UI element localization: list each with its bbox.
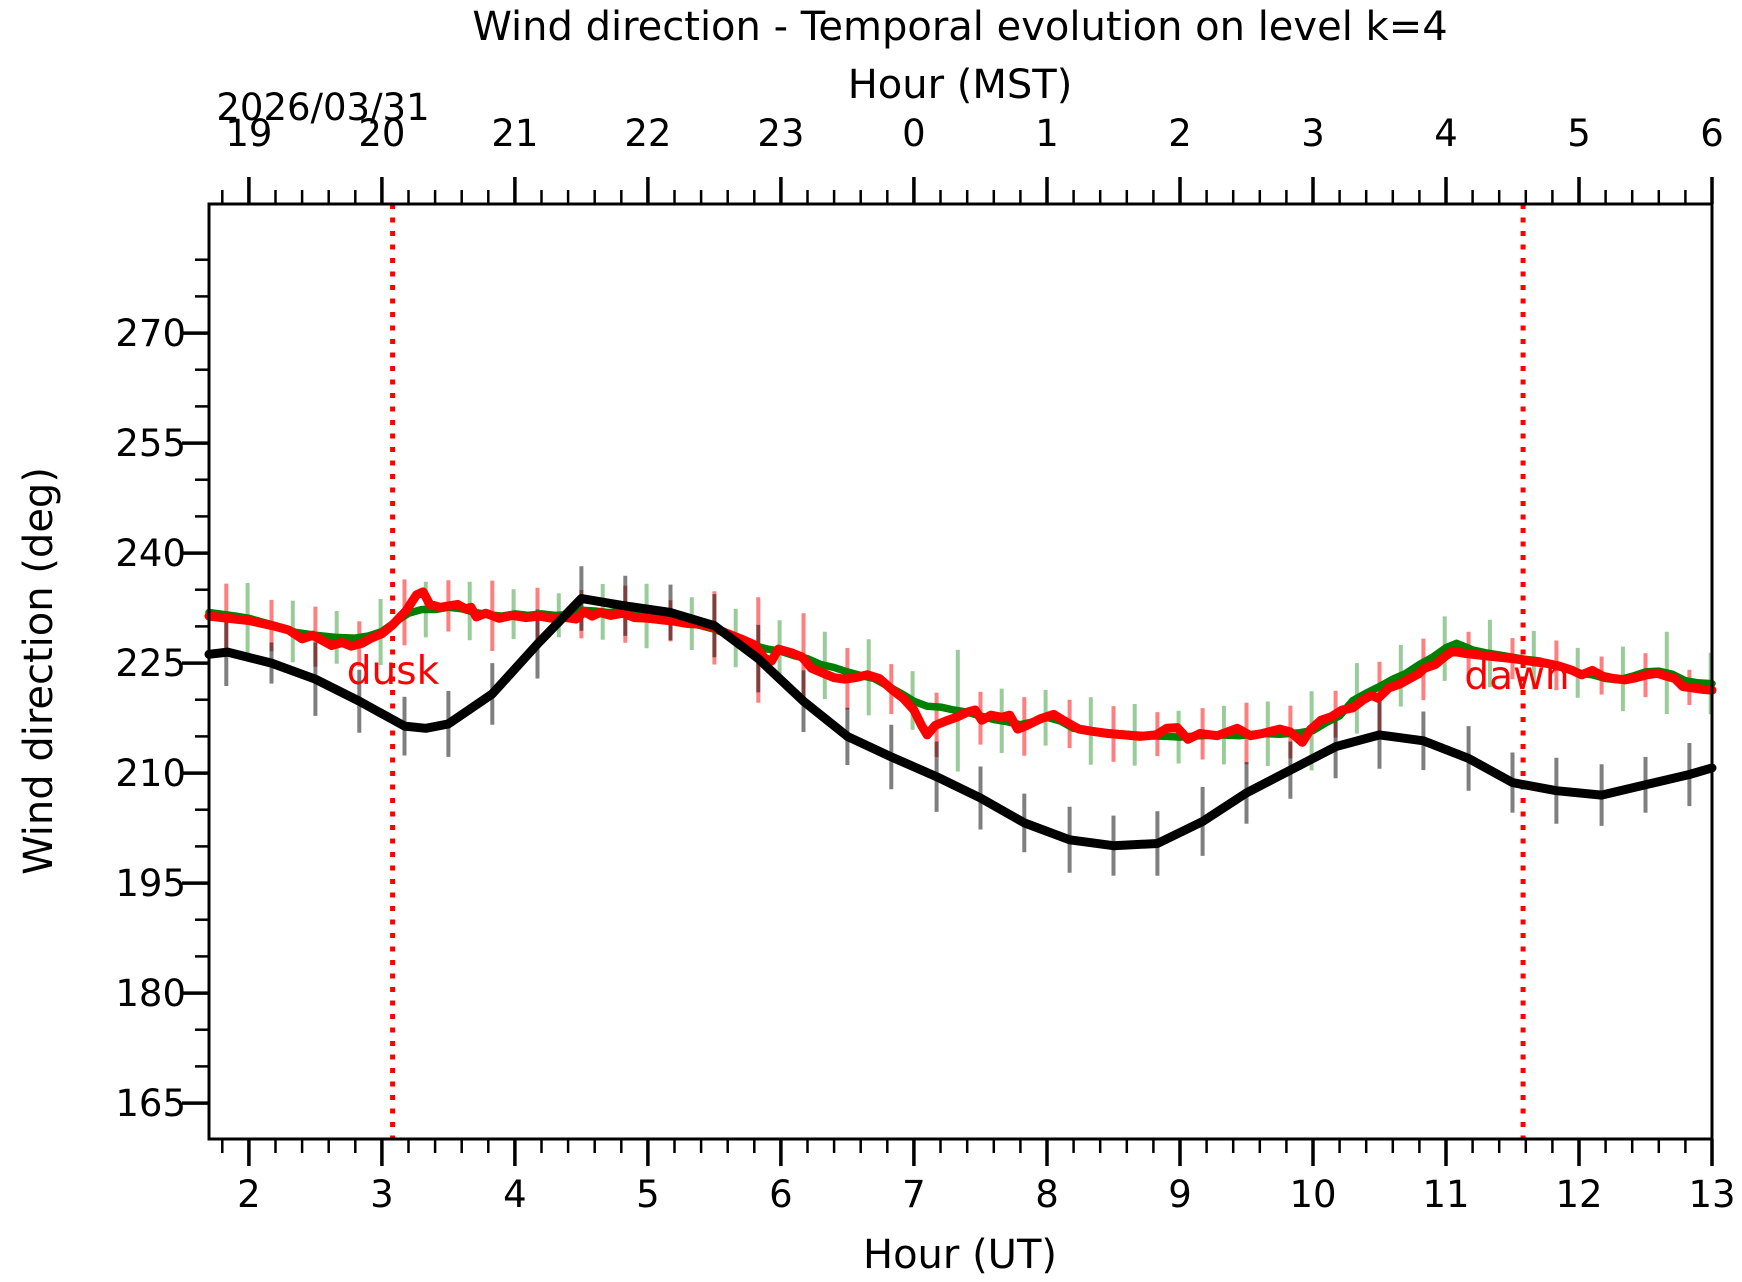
y-tick-label: 240 bbox=[115, 532, 186, 575]
x-tick-label-top: 4 bbox=[1434, 112, 1458, 155]
x-tick-label-top: 19 bbox=[225, 112, 272, 155]
x-tick-label-top: 23 bbox=[757, 112, 804, 155]
x-tick-label-top: 5 bbox=[1567, 112, 1591, 155]
tick-labels: 2193204215226237081921031141251361651801… bbox=[115, 112, 1735, 1216]
x-tick-label-top: 20 bbox=[358, 112, 405, 155]
thick-black-line-path bbox=[204, 594, 1717, 851]
x-tick-label-bottom: 11 bbox=[1422, 1173, 1469, 1216]
y-axis-label: Wind direction (deg) bbox=[16, 467, 62, 875]
dawn-label: dawn bbox=[1464, 654, 1569, 699]
y-tick-label: 270 bbox=[115, 312, 186, 355]
y-tick-label: 210 bbox=[115, 752, 186, 795]
date-label: 2026/03/31 bbox=[216, 86, 429, 129]
x-tick-label-bottom: 8 bbox=[1035, 1173, 1059, 1216]
y-tick-label: 195 bbox=[115, 862, 186, 905]
chart-title: Wind direction - Temporal evolution on l… bbox=[472, 4, 1447, 50]
x-tick-label-bottom: 10 bbox=[1289, 1173, 1336, 1216]
bottom-axis-label: Hour (UT) bbox=[863, 1232, 1057, 1278]
y-tick-label: 225 bbox=[115, 642, 186, 685]
x-tick-label-top: 3 bbox=[1301, 112, 1325, 155]
x-tick-label-bottom: 12 bbox=[1555, 1173, 1602, 1216]
thick-black-line bbox=[204, 594, 1717, 851]
x-tick-label-bottom: 6 bbox=[769, 1173, 793, 1216]
x-tick-label-top: 22 bbox=[624, 112, 671, 155]
noisy-red-line-path bbox=[204, 587, 1717, 747]
x-tick-label-top: 2 bbox=[1168, 112, 1192, 155]
y-tick-label: 165 bbox=[115, 1082, 186, 1125]
dusk-label: dusk bbox=[347, 649, 440, 694]
x-tick-label-bottom: 4 bbox=[503, 1173, 527, 1216]
x-tick-label-bottom: 13 bbox=[1688, 1173, 1735, 1216]
plot-area: 2193204215226237081921031141251361651801… bbox=[115, 112, 1735, 1216]
x-tick-label-bottom: 9 bbox=[1168, 1173, 1192, 1216]
x-tick-label-top: 21 bbox=[491, 112, 538, 155]
x-tick-label-bottom: 3 bbox=[370, 1173, 394, 1216]
top-axis-label: Hour (MST) bbox=[848, 62, 1073, 108]
x-tick-label-bottom: 5 bbox=[636, 1173, 660, 1216]
x-tick-label-bottom: 2 bbox=[237, 1173, 261, 1216]
x-tick-label-top: 0 bbox=[902, 112, 926, 155]
noisy-red-line bbox=[204, 587, 1717, 747]
y-tick-label: 255 bbox=[115, 422, 186, 465]
axes-frame bbox=[207, 202, 1714, 1141]
x-tick-label-top: 6 bbox=[1700, 112, 1724, 155]
y-tick-label: 180 bbox=[115, 972, 186, 1015]
axes-box bbox=[207, 202, 1714, 1141]
x-tick-label-top: 1 bbox=[1035, 112, 1059, 155]
ticks bbox=[182, 177, 1714, 1166]
x-tick-label-bottom: 7 bbox=[902, 1173, 926, 1216]
